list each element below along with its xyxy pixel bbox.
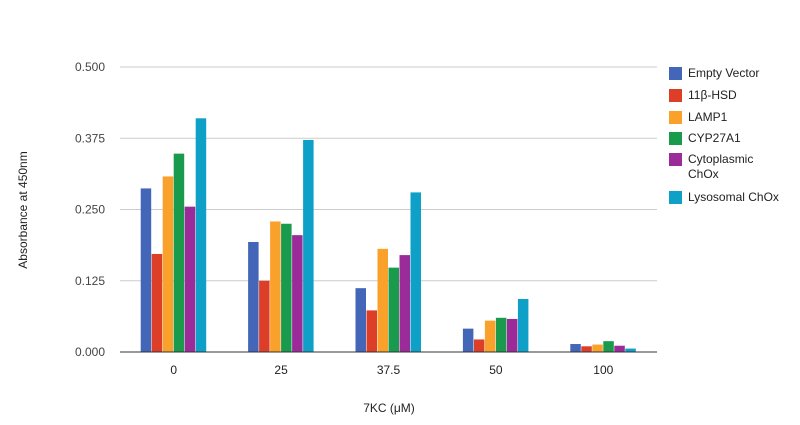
legend-swatch [669,191,682,204]
legend-item: Empty Vector [669,66,797,81]
legend-swatch [669,153,682,166]
bar [570,344,581,352]
y-axis-ticks: 0.000 0.125 0.250 0.375 0.500 [75,60,105,359]
bar [270,221,281,352]
bar [151,253,163,352]
legend-swatch [669,67,682,80]
bar [484,320,496,352]
bar [281,223,292,352]
x-tick-label: 37.5 [377,363,401,377]
x-axis-label: 7KC (μM) [363,401,415,415]
bar [140,188,152,352]
bar [377,248,388,352]
bar [517,298,529,352]
legend-label: CYP27A1 [688,131,741,145]
y-tick-label: 0.375 [75,131,105,145]
bar [388,267,399,352]
legend-label: 11β-HSD [688,88,737,102]
x-tick-label: 50 [489,363,503,377]
bar [473,339,485,352]
bar [292,235,303,352]
bar [355,288,366,352]
x-axis-ticks: 0 25 37.5 50 100 [170,363,613,377]
bar [462,328,474,352]
bar [248,241,259,352]
x-tick-label: 100 [593,363,613,377]
bar [303,139,314,352]
y-tick-label: 0.125 [75,274,105,288]
bar [259,280,270,352]
bar [162,176,174,352]
bar [592,344,603,352]
bar [195,118,207,352]
bar [506,318,518,352]
legend-label: LAMP1 [688,110,728,124]
legend-label: Cytoplasmic ChOx [688,152,754,181]
bar [614,345,625,352]
legend-item: 11β-HSD [669,88,797,103]
y-tick-label: 0.250 [75,203,105,217]
bar [173,153,185,352]
legend-swatch [669,111,682,124]
bar [410,192,421,352]
legend-swatch [669,132,682,145]
bar [495,317,507,352]
legend-item: Lysosomal ChOx [669,190,797,205]
y-tick-label: 0.500 [75,60,105,74]
legend-item: Cytoplasmic ChOx [669,152,797,182]
bar [625,348,636,352]
legend-label: Empty Vector [688,66,760,80]
bar [603,341,614,352]
legend-item: CYP27A1 [669,131,797,146]
y-axis-label: Absorbance at 450nm [16,151,30,268]
x-tick-label: 25 [274,363,288,377]
bars [140,118,636,352]
bar [184,206,196,352]
legend-label: Lysosomal ChOx [688,190,779,204]
bar [399,255,410,352]
x-tick-label: 0 [170,363,177,377]
bar [366,310,377,352]
legend-item: LAMP1 [669,110,797,125]
y-tick-label: 0.000 [75,345,105,359]
legend-swatch [669,89,682,102]
bar [581,346,592,352]
